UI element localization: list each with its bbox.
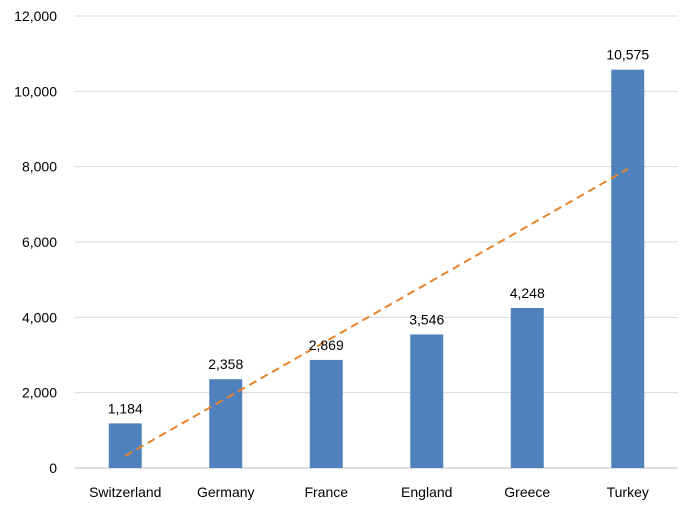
gridlines [75,15,678,469]
bar-germany [209,379,243,468]
data-label: 2,869 [309,337,344,353]
y-tick-label: 10,000 [14,83,57,99]
y-tick-label: 4,000 [22,309,57,325]
y-tick-label: 12,000 [14,8,57,24]
x-category-label: Germany [197,484,255,500]
x-axis-category-labels: Switzerland Germany France England Greece Tur… [89,484,649,500]
data-label: 1,184 [108,400,143,416]
bar-france [309,359,343,468]
x-category-label: France [304,484,348,500]
bars [108,69,645,469]
x-category-label: England [401,484,452,500]
y-axis-tick-labels: 0 2,000 4,000 6,000 8,000 10,000 12,000 [14,8,57,476]
trendline [124,168,629,457]
data-label: 10,575 [606,47,649,63]
data-label: 3,546 [409,311,444,327]
data-labels: 1,184 2,358 2,869 3,546 4,248 10,575 [108,47,650,417]
bar-switzerland [108,423,142,468]
y-tick-label: 6,000 [22,234,57,250]
bar-england [410,334,444,468]
data-label: 2,358 [208,356,243,372]
y-tick-label: 0 [49,460,57,476]
y-tick-label: 2,000 [22,385,57,401]
x-category-label: Turkey [607,484,649,500]
bar-greece [510,307,544,468]
bar-turkey [611,69,645,469]
y-tick-label: 8,000 [22,159,57,175]
x-category-label: Switzerland [89,484,161,500]
trendline-group [124,168,629,457]
data-label: 4,248 [510,285,545,301]
x-category-label: Greece [504,484,550,500]
